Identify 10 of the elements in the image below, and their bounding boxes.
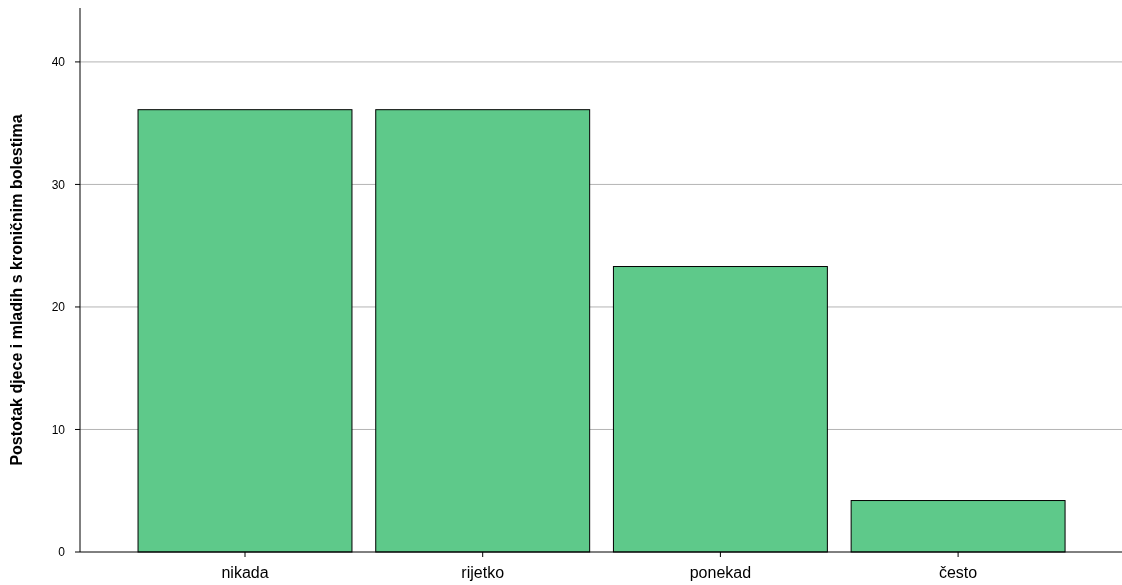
x-tick-label: rijetko <box>461 564 505 581</box>
x-tick-label: nikada <box>221 564 269 581</box>
y-tick-label: 30 <box>51 177 66 192</box>
x-tick-label: ponekad <box>689 564 752 581</box>
y-tick-label: 40 <box>51 55 66 70</box>
y-tick-label: 0 <box>58 545 66 560</box>
y-tick-label: 20 <box>51 300 66 315</box>
y-tick-label: 10 <box>51 422 66 437</box>
y-axis-title: Postotak djece i mladih s kroničnim bolestima <box>8 114 25 466</box>
x-tick-label: često <box>938 564 978 581</box>
